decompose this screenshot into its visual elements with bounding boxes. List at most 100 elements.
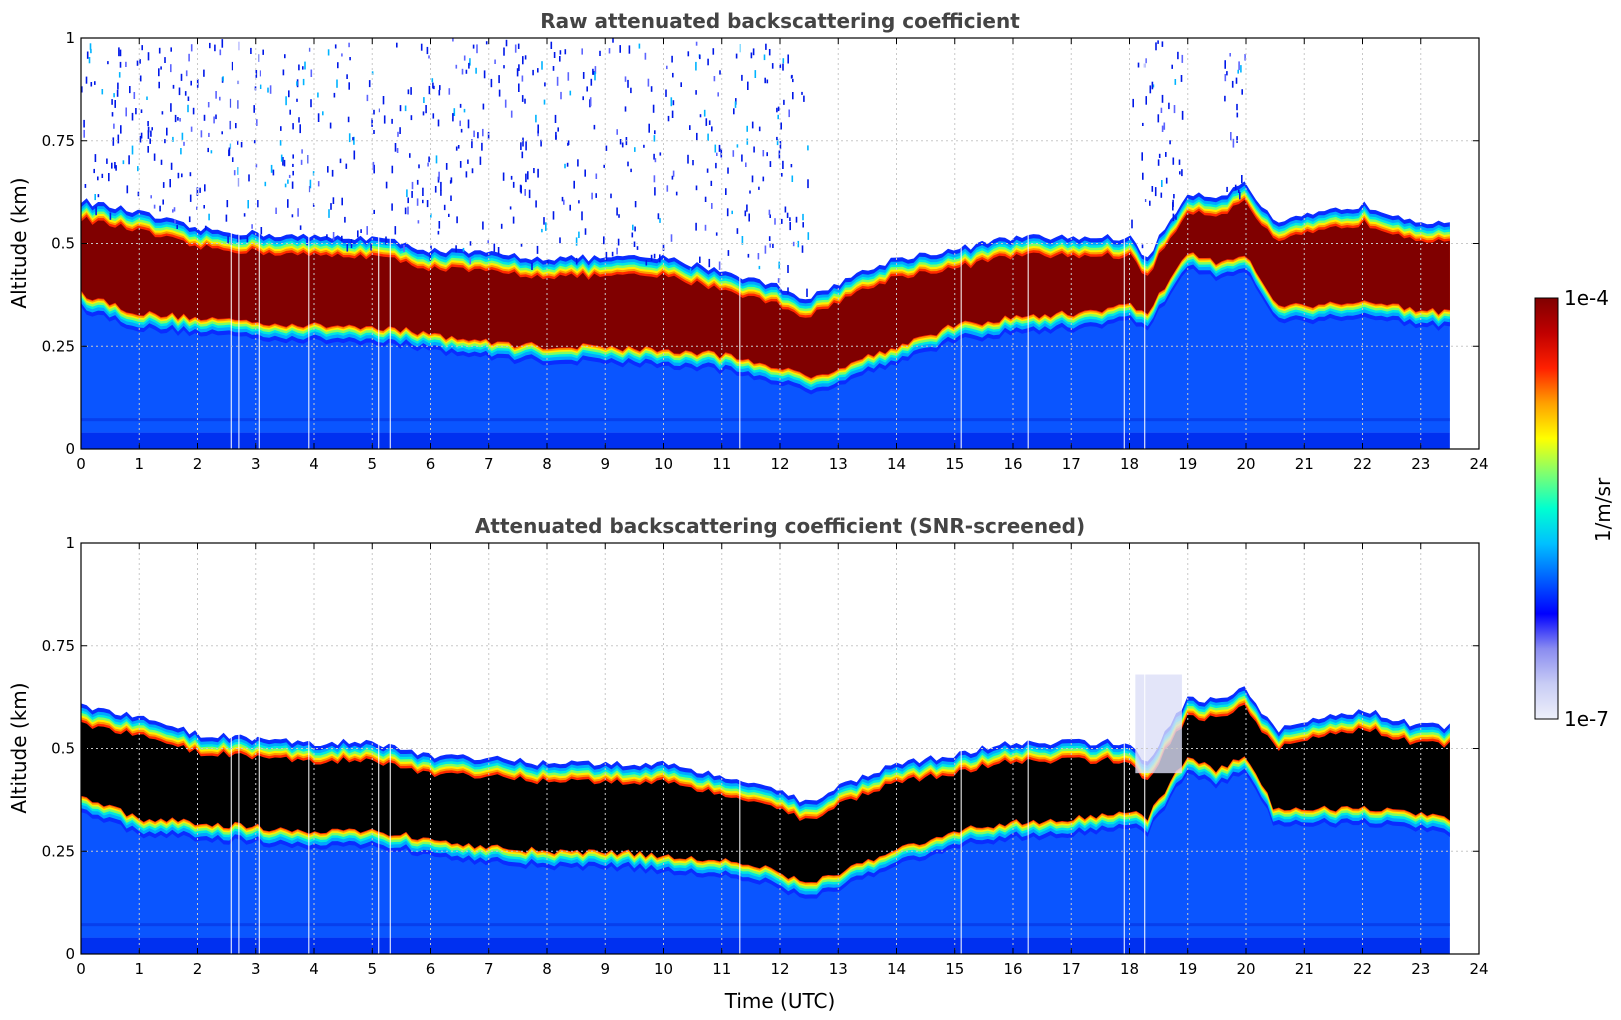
noise-speck bbox=[347, 116, 350, 123]
noise-speck bbox=[285, 96, 287, 106]
noise-speck bbox=[524, 189, 526, 196]
noise-speck bbox=[654, 187, 656, 196]
x-tick-label: 17 bbox=[1062, 455, 1081, 473]
noise-speck bbox=[160, 159, 163, 165]
noise-speck bbox=[456, 216, 458, 224]
ground-streak bbox=[81, 418, 1450, 422]
noise-speck bbox=[166, 127, 168, 136]
noise-speck bbox=[769, 243, 771, 248]
noise-speck bbox=[382, 96, 385, 105]
noise-speck bbox=[94, 154, 97, 162]
data-gap bbox=[238, 38, 240, 449]
noise-speck bbox=[172, 136, 174, 142]
noise-speck bbox=[1181, 169, 1183, 177]
noise-speck bbox=[133, 92, 136, 99]
noise-speck bbox=[630, 168, 632, 173]
noise-speck bbox=[310, 69, 313, 77]
noise-speck bbox=[780, 122, 782, 130]
noise-speck bbox=[758, 186, 760, 190]
noise-speck bbox=[399, 105, 402, 112]
noise-speck bbox=[498, 89, 501, 97]
noise-speck bbox=[463, 55, 466, 61]
noise-speck bbox=[782, 58, 785, 64]
noise-speck bbox=[634, 226, 636, 232]
noise-speck bbox=[357, 230, 359, 238]
noise-speck bbox=[317, 181, 320, 187]
noise-speck bbox=[111, 99, 113, 105]
noise-speck bbox=[482, 221, 484, 230]
noise-speck bbox=[189, 172, 192, 177]
noise-speck bbox=[599, 50, 601, 56]
noise-speck bbox=[349, 57, 351, 61]
noise-speck bbox=[336, 79, 338, 88]
noise-speck bbox=[423, 97, 425, 103]
noise-speck bbox=[784, 206, 787, 213]
data-gap bbox=[378, 38, 380, 449]
noise-speck bbox=[525, 173, 527, 183]
noise-speck bbox=[298, 64, 300, 71]
colorbar-label: 1/m/sr bbox=[1591, 477, 1615, 542]
ground-echo bbox=[81, 937, 1450, 954]
noise-speck bbox=[90, 82, 93, 87]
noise-speck bbox=[758, 126, 761, 132]
y-tick-label: 0.25 bbox=[42, 337, 75, 355]
noise-speck bbox=[560, 91, 562, 100]
noise-speck bbox=[594, 66, 597, 74]
noise-speck bbox=[450, 195, 452, 201]
noise-speck bbox=[672, 170, 675, 177]
noise-speck bbox=[299, 225, 302, 230]
noise-speck bbox=[288, 90, 290, 98]
noise-speck bbox=[764, 77, 766, 84]
noise-speck bbox=[207, 102, 210, 108]
x-tick-label: 16 bbox=[1003, 455, 1022, 473]
noise-speck bbox=[1151, 81, 1154, 90]
noise-speck bbox=[518, 64, 520, 71]
noise-speck bbox=[226, 200, 229, 208]
noise-speck bbox=[177, 117, 179, 121]
noise-speck bbox=[411, 181, 414, 190]
noise-speck bbox=[1239, 191, 1241, 200]
noise-speck bbox=[783, 99, 785, 105]
x-axis-label: Time (UTC) bbox=[724, 989, 836, 1013]
data-gap bbox=[258, 543, 260, 954]
noise-speck bbox=[229, 143, 232, 149]
noise-speck bbox=[752, 48, 755, 56]
noise-speck bbox=[417, 220, 420, 224]
noise-speck bbox=[536, 245, 539, 254]
noise-speck bbox=[181, 132, 184, 140]
y-tick-label: 0.5 bbox=[51, 235, 75, 253]
noise-speck bbox=[502, 172, 505, 181]
noise-speck bbox=[385, 181, 388, 189]
noise-speck bbox=[327, 49, 330, 56]
noise-speck bbox=[90, 48, 92, 54]
noise-speck bbox=[151, 127, 153, 131]
noise-speck bbox=[118, 47, 120, 57]
noise-speck bbox=[653, 153, 655, 160]
noise-speck bbox=[807, 179, 809, 189]
noise-speck bbox=[215, 114, 217, 120]
noise-speck bbox=[170, 162, 173, 170]
noise-speck bbox=[94, 194, 96, 201]
noise-speck bbox=[169, 179, 171, 188]
noise-speck bbox=[1241, 175, 1243, 184]
noise-speck bbox=[802, 213, 804, 221]
noise-speck bbox=[465, 69, 468, 74]
noise-speck bbox=[228, 147, 231, 156]
noise-speck bbox=[540, 139, 542, 147]
noise-speck bbox=[1142, 172, 1144, 180]
noise-speck bbox=[434, 186, 437, 193]
noise-speck bbox=[563, 199, 565, 205]
noise-speck bbox=[113, 123, 115, 129]
noise-speck bbox=[179, 118, 181, 122]
noise-speck bbox=[1160, 192, 1163, 198]
noise-speck bbox=[440, 189, 442, 196]
noise-speck bbox=[465, 171, 468, 178]
x-tick-label: 5 bbox=[367, 455, 377, 473]
noise-speck bbox=[430, 213, 432, 218]
y-tick-label: 0 bbox=[65, 945, 75, 963]
noise-speck bbox=[437, 230, 440, 235]
noise-speck bbox=[612, 38, 614, 43]
x-tick-label: 18 bbox=[1120, 455, 1139, 473]
noise-speck bbox=[213, 116, 215, 124]
noise-speck bbox=[747, 253, 750, 258]
